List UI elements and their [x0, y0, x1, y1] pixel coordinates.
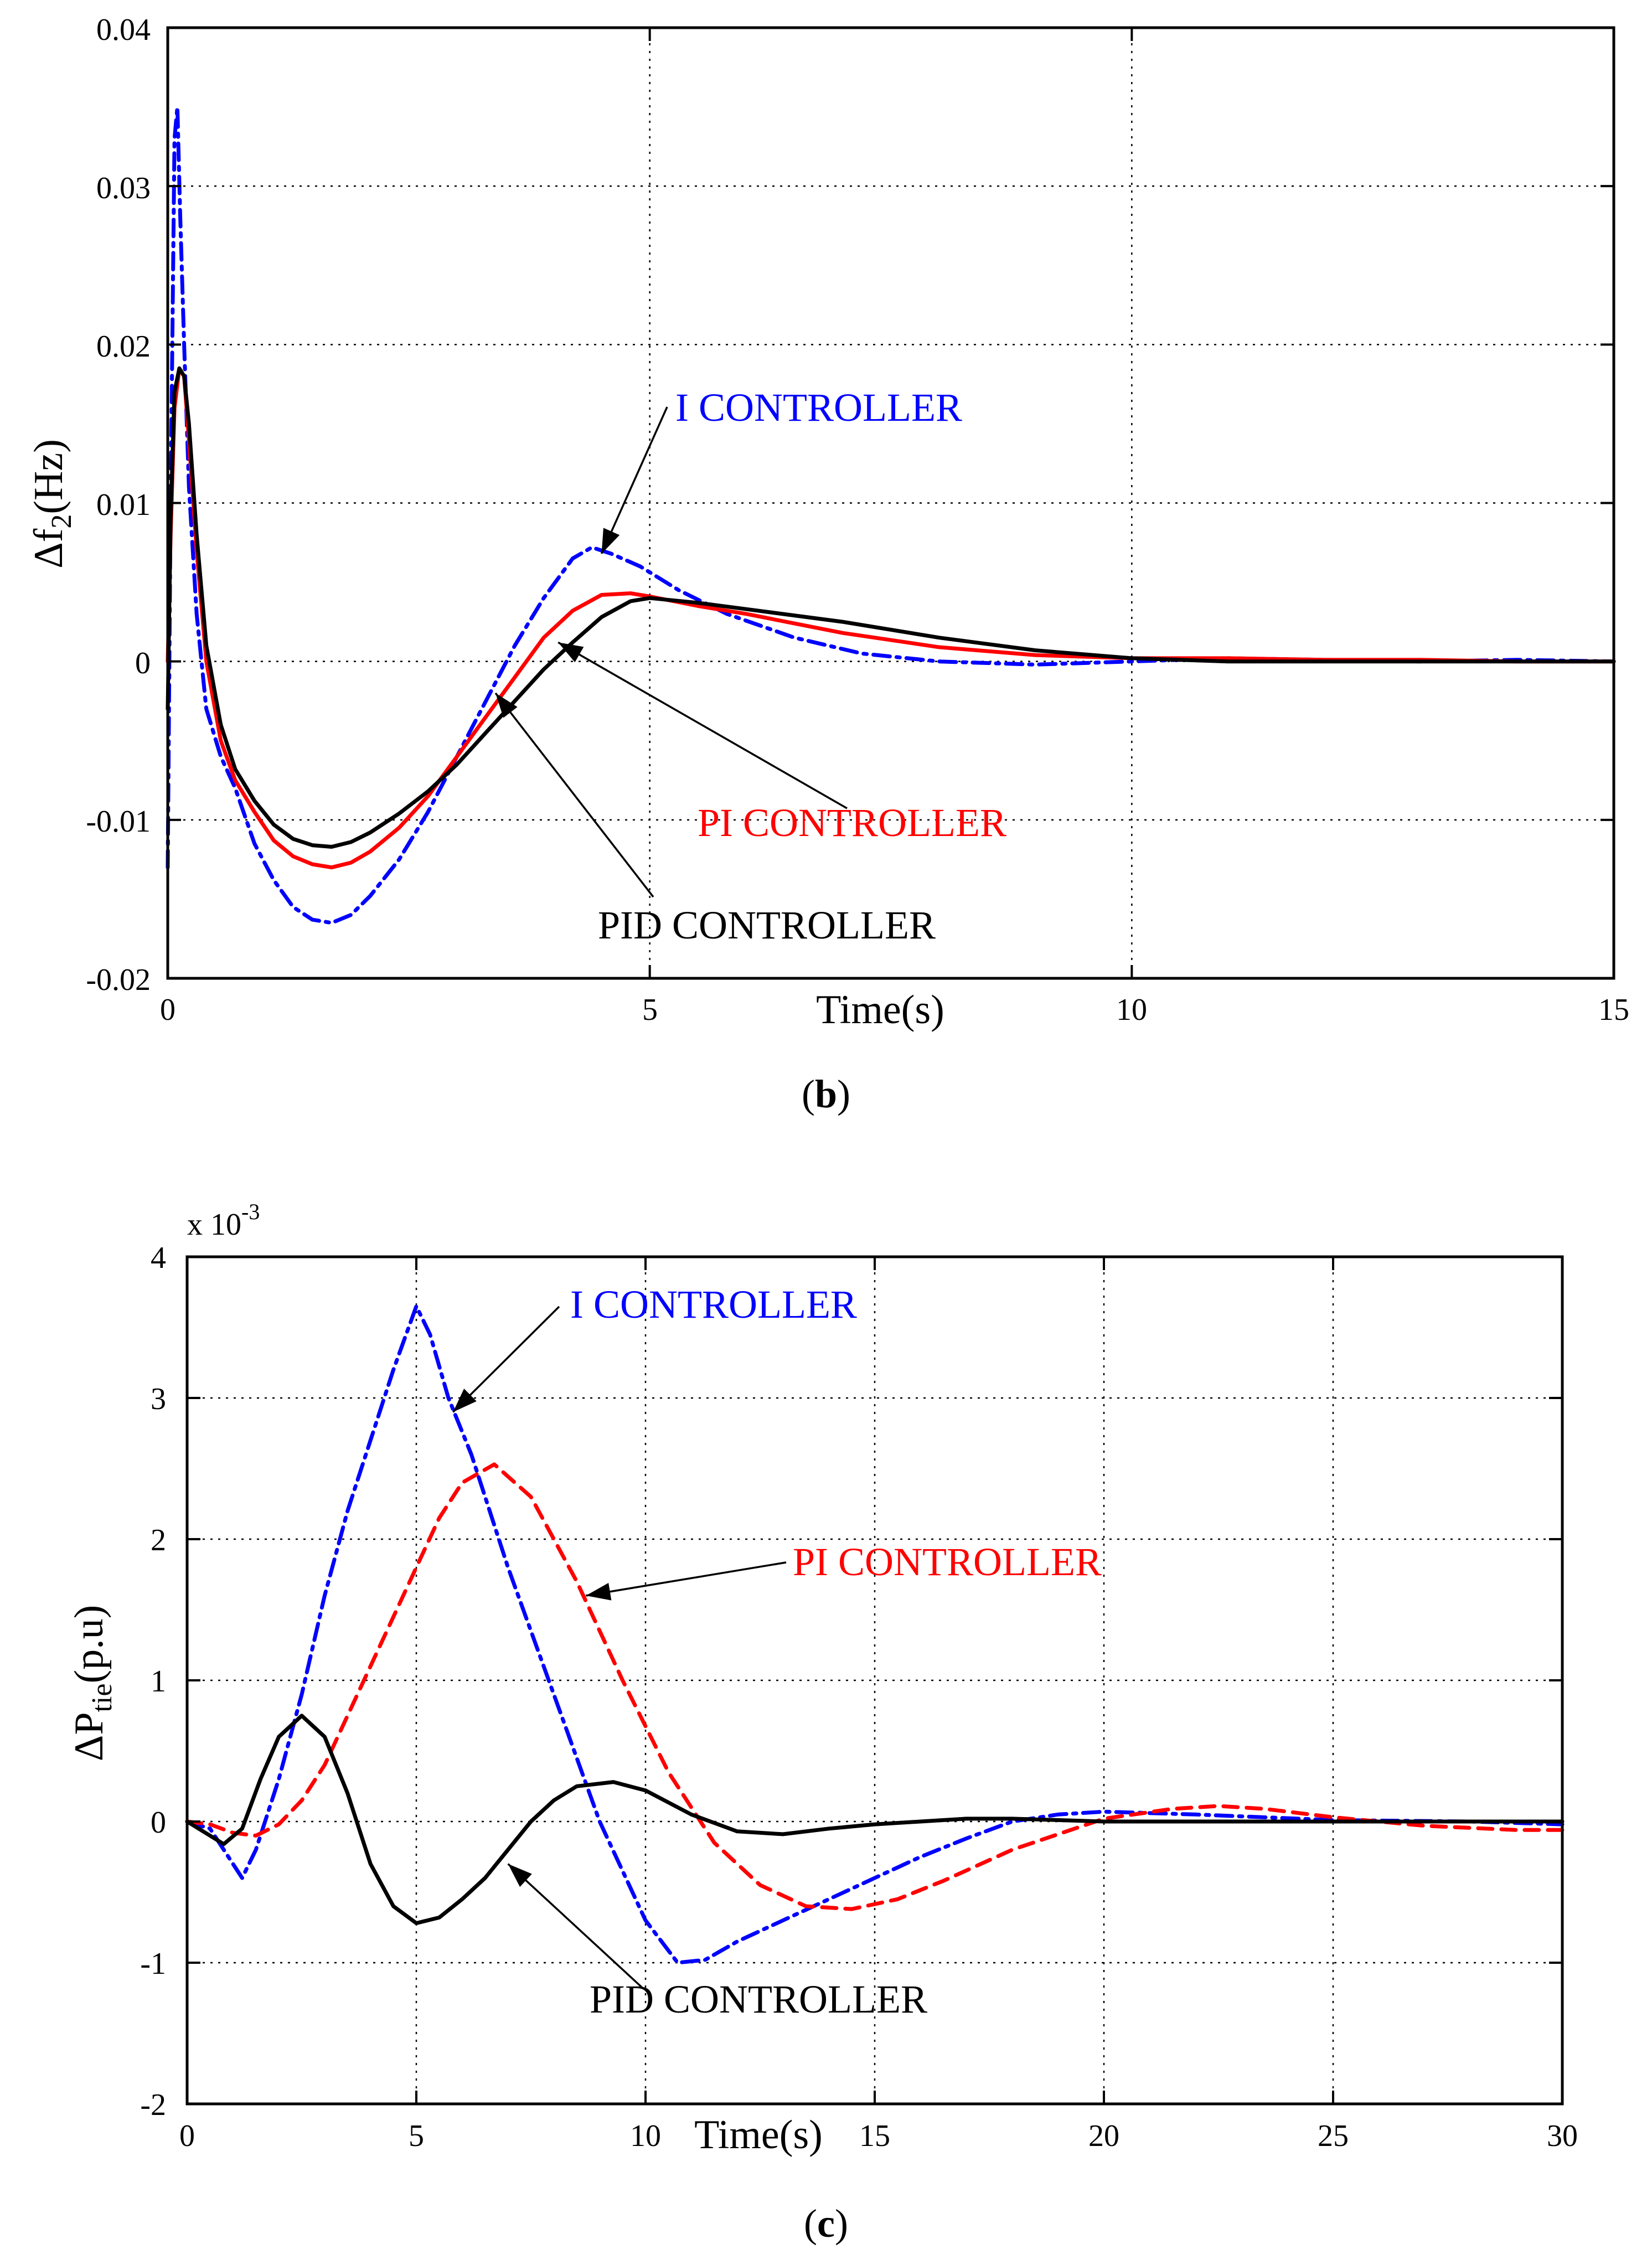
chart-b-ytick-label: -0.02	[86, 963, 151, 997]
chart-c-annotation-pi: PI CONTROLLER	[793, 1540, 1102, 1584]
chart-b-series-i	[166, 105, 1616, 925]
chart-b-arrowhead-pid	[495, 693, 518, 718]
chart-c-arrow-pi	[586, 1561, 787, 1597]
chart-b-arrows	[494, 406, 848, 898]
chart-b-arrow-i	[601, 406, 668, 554]
chart-c-arrow-pid	[507, 1863, 643, 1989]
chart-c-xtick-label: 30	[1547, 2119, 1578, 2153]
chart-b-ylabel-sub: 2	[46, 514, 78, 529]
chart-c-grid	[187, 1257, 1562, 2104]
chart-c: x 10-3 4 3 2 1 0 -1 -2 0 5 10 15 20 25 3…	[66, 1199, 1578, 2246]
chart-b-xtick-label: 15	[1598, 993, 1629, 1027]
chart-c-ytick-label: -2	[140, 2088, 166, 2122]
chart-c-annotation-i: I CONTROLLER	[570, 1282, 857, 1327]
chart-c-ytick-label: 2	[151, 1523, 166, 1557]
chart-c-xtick-label: 10	[630, 2119, 661, 2153]
chart-b-annotation-pi: PI CONTROLLER	[698, 801, 1006, 845]
chart-b-ytick-label: 0.02	[96, 329, 151, 364]
chart-b-xtick-label: 5	[642, 993, 658, 1027]
chart-c-ylabel-sub: tie	[86, 1684, 118, 1712]
chart-b: 0.04 0.03 0.02 0.01 0 -0.01 -0.02 0 5 10…	[26, 13, 1629, 1116]
chart-c-line-pi	[185, 1462, 1565, 1911]
chart-c-arrowhead-pi	[586, 1583, 612, 1601]
chart-c-line-pid	[185, 1714, 1565, 1926]
chart-c-xtick-label: 5	[409, 2119, 424, 2153]
chart-b-ytick-label: 0	[135, 646, 151, 680]
chart-c-arrows	[452, 1306, 787, 1989]
chart-b-ylabel: Δf2(Hz)	[26, 439, 78, 569]
chart-b-annotation-i: I CONTROLLER	[675, 385, 962, 430]
chart-b-ylabel-unit: (Hz)	[26, 439, 71, 514]
chart-b-arrow-pi	[557, 641, 848, 809]
chart-c-ytick-label: 3	[151, 1382, 166, 1416]
chart-b-caption-letter: b	[815, 1072, 837, 1116]
chart-b-line-i	[166, 105, 1616, 925]
chart-b-xtick-label: 0	[160, 993, 175, 1027]
chart-c-xtick-label: 0	[179, 2119, 195, 2153]
chart-b-ytick-label: 0.01	[96, 488, 151, 522]
chart-c-ytick-label: 4	[151, 1241, 166, 1275]
chart-c-ticks	[186, 1256, 1563, 2105]
chart-b-ytick-label: 0.03	[96, 171, 151, 205]
chart-c-ytick-label: -1	[140, 1947, 166, 1981]
chart-c-xtick-label: 25	[1318, 2119, 1349, 2153]
chart-c-y-multiplier-exp: -3	[241, 1199, 260, 1224]
chart-b-ytick-label: 0.04	[96, 13, 151, 47]
chart-c-caption: (c)	[804, 2201, 848, 2246]
chart-c-xtick-label: 20	[1088, 2119, 1119, 2153]
chart-b-xtick-label: 10	[1116, 993, 1147, 1027]
chart-c-y-multiplier: x 10-3	[187, 1199, 260, 1242]
chart-c-ytick-label: 0	[151, 1805, 166, 1840]
chart-c-ylabel: ΔPtie(p.u)	[66, 1605, 118, 1762]
chart-b-caption: (b)	[802, 1072, 850, 1116]
chart-b-arrow-pid	[494, 692, 654, 898]
chart-c-y-multiplier-base: x 10	[187, 1208, 241, 1242]
chart-b-arrowhead-pi	[558, 642, 584, 663]
chart-b-ylabel-main: Δf	[26, 528, 71, 569]
chart-b-ytick-label: -0.01	[86, 804, 151, 839]
chart-c-series-pid	[185, 1714, 1565, 1926]
chart-c-ylabel-main: ΔP	[66, 1712, 112, 1762]
chart-c-xlabel: Time(s)	[694, 2112, 823, 2158]
chart-b-arrowhead-i	[601, 528, 620, 554]
chart-b-xlabel: Time(s)	[816, 987, 944, 1033]
chart-c-series-pi	[185, 1462, 1565, 1911]
chart-b-annotation-pid: PID CONTROLLER	[598, 903, 936, 947]
chart-b-ticks	[167, 27, 1615, 979]
chart-b-series-pid	[166, 366, 1616, 849]
chart-c-arrow-i	[452, 1306, 560, 1413]
chart-c-ylabel-unit: (p.u)	[66, 1605, 112, 1684]
chart-c-arrowhead-i	[453, 1389, 477, 1412]
chart-c-ytick-label: 1	[151, 1664, 166, 1699]
chart-c-caption-letter: c	[817, 2201, 835, 2246]
chart-c-xtick-label: 15	[859, 2119, 890, 2153]
chart-b-line-pid	[166, 366, 1616, 849]
chart-c-annotation-pid: PID CONTROLLER	[590, 1977, 927, 2021]
chart-c-arrowhead-pid	[508, 1864, 532, 1887]
